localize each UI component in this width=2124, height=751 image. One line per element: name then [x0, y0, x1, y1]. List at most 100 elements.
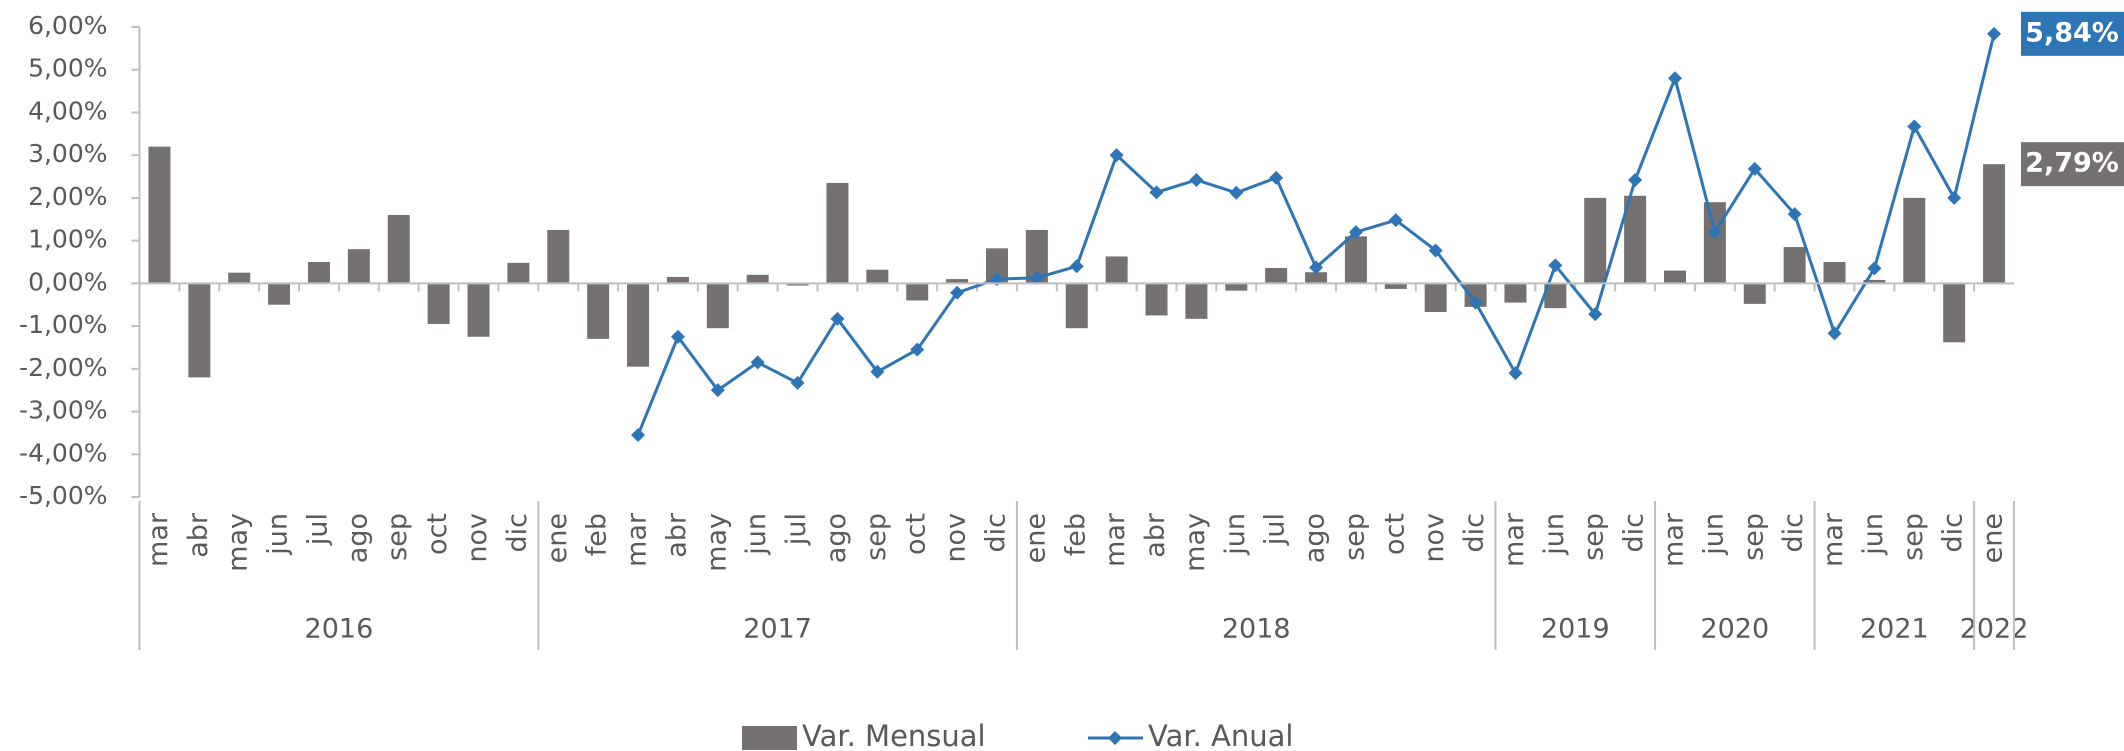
- marker: [1388, 213, 1403, 228]
- x-tick-label: jul: [1260, 513, 1291, 546]
- year-label: 2021: [1860, 614, 1929, 645]
- bar: [866, 269, 889, 284]
- marker: [950, 285, 965, 300]
- bar: [427, 283, 450, 324]
- bar: [1384, 283, 1407, 289]
- bar: [467, 283, 490, 337]
- bar: [786, 283, 809, 286]
- marker: [1468, 295, 1483, 310]
- y-tick-label: 5,00%: [28, 54, 107, 83]
- x-tick-label: may: [1180, 513, 1211, 572]
- bar: [1145, 283, 1168, 316]
- bar: [1983, 164, 2006, 284]
- x-tick-label: may: [701, 513, 732, 572]
- y-tick-label: 4,00%: [28, 96, 107, 125]
- x-tick-label: feb: [582, 513, 613, 556]
- x-tick-label: ene: [542, 513, 573, 563]
- x-tick-label: mar: [1499, 512, 1530, 567]
- x-tick-label: feb: [1060, 513, 1091, 556]
- bar: [1783, 247, 1806, 284]
- x-tick-label: jun: [1220, 513, 1251, 556]
- marker: [910, 342, 925, 357]
- bar: [1703, 202, 1726, 284]
- marker: [1907, 119, 1922, 134]
- bar: [148, 146, 171, 284]
- x-tick-label: oct: [422, 513, 453, 555]
- bar: [1504, 283, 1527, 303]
- marker: [870, 364, 885, 379]
- year-label: 2016: [305, 614, 374, 645]
- y-tick-label: 6,00%: [28, 11, 107, 40]
- bar: [1743, 283, 1766, 304]
- y-tick-label: -5,00%: [19, 481, 107, 510]
- marker: [670, 329, 685, 344]
- marker: [750, 355, 765, 370]
- x-tick-label: jun: [1698, 513, 1729, 556]
- y-tick-label: 1,00%: [28, 225, 107, 254]
- value-label: 5,84%: [2025, 17, 2119, 48]
- bar: [387, 215, 410, 284]
- x-tick-label: abr: [183, 512, 214, 558]
- bar: [268, 283, 291, 305]
- x-tick-label: jul: [781, 513, 812, 546]
- bar: [1584, 197, 1607, 284]
- x-tick-label: sep: [1579, 513, 1610, 561]
- bar: [1624, 195, 1647, 284]
- x-tick-label: dic: [1778, 513, 1809, 553]
- marker: [1947, 190, 1962, 205]
- x-tick-label: oct: [1379, 513, 1410, 555]
- legend-label: Var. Mensual: [802, 719, 986, 751]
- bar: [507, 262, 530, 284]
- legend-swatch: [742, 726, 797, 750]
- bar: [587, 283, 610, 339]
- marker: [631, 428, 646, 443]
- bar: [347, 249, 370, 284]
- year-label: 2022: [1960, 614, 2029, 645]
- x-tick-label: jun: [1539, 513, 1570, 556]
- x-tick-label: dic: [1459, 513, 1490, 553]
- x-tick-label: ago: [1300, 513, 1331, 563]
- y-tick-label: -2,00%: [19, 353, 107, 382]
- x-tick-label: sep: [1898, 513, 1929, 561]
- bar: [547, 229, 570, 284]
- bar: [706, 283, 729, 329]
- x-tick-label: ago: [342, 513, 373, 563]
- x-tick-label: sep: [1738, 513, 1769, 561]
- marker: [1348, 225, 1363, 240]
- bar: [826, 182, 849, 284]
- bar: [1105, 256, 1128, 284]
- x-tick-label: nov: [941, 513, 972, 563]
- legend-marker: [1108, 731, 1122, 745]
- marker: [1787, 207, 1802, 222]
- x-tick-label: mar: [622, 512, 653, 567]
- bar: [1344, 236, 1367, 284]
- x-tick-label: dic: [1619, 513, 1650, 553]
- marker: [1069, 259, 1084, 274]
- y-tick-label: -1,00%: [19, 310, 107, 339]
- marker: [1109, 148, 1124, 163]
- bar: [188, 283, 211, 378]
- y-tick-label: 3,00%: [28, 139, 107, 168]
- y-tick-label: 0,00%: [28, 267, 107, 296]
- bar: [946, 279, 969, 284]
- marker: [1029, 270, 1044, 285]
- x-tick-label: dic: [1938, 513, 1969, 553]
- marker: [1667, 71, 1682, 86]
- marker: [1707, 225, 1722, 240]
- x-tick-label: mar: [1100, 512, 1131, 567]
- bar: [627, 283, 650, 367]
- x-tick-label: ene: [1978, 513, 2009, 563]
- marker: [1827, 326, 1842, 341]
- bar: [1544, 283, 1567, 309]
- marker: [1269, 170, 1284, 185]
- bar: [746, 274, 769, 284]
- marker: [710, 383, 725, 398]
- year-label: 2018: [1222, 614, 1291, 645]
- x-tick-label: dic: [502, 513, 533, 553]
- y-tick-label: -4,00%: [19, 438, 107, 467]
- bar: [1225, 283, 1248, 291]
- bar: [228, 272, 251, 284]
- value-label-box: [2021, 142, 2124, 187]
- marker: [1428, 243, 1443, 258]
